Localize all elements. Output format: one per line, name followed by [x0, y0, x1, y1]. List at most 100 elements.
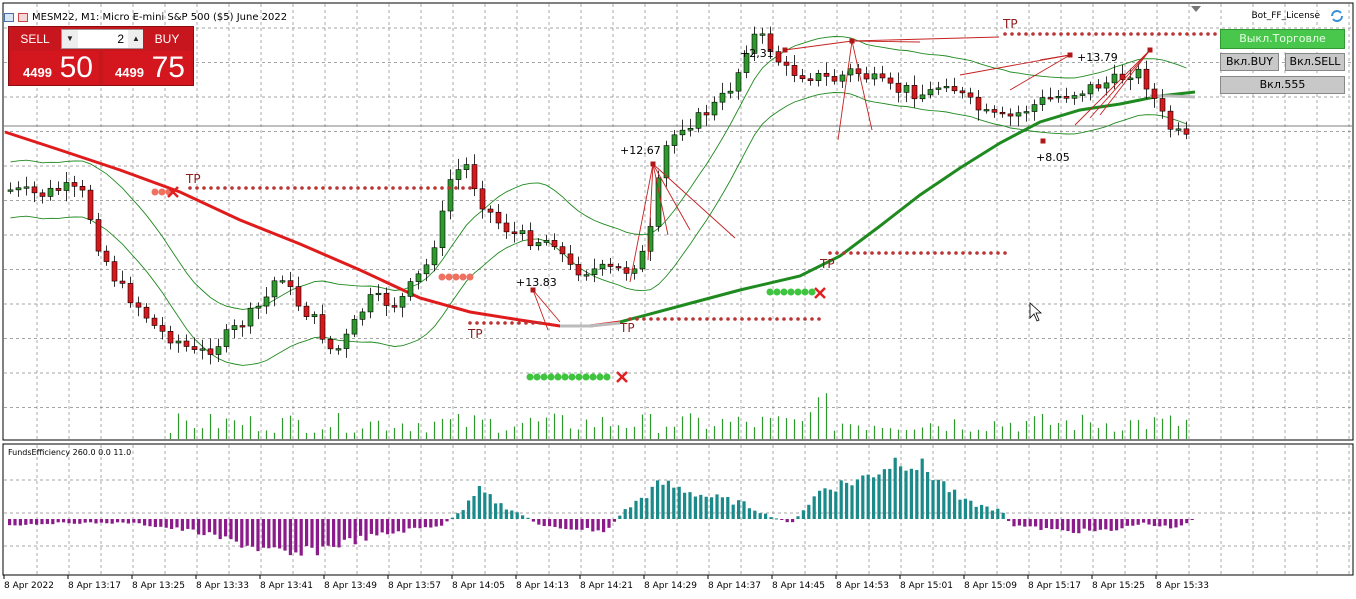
histogram-bar: [899, 466, 903, 519]
toggle-555-button[interactable]: Вкл.555: [1220, 76, 1345, 94]
buy-price-small: 4499: [115, 65, 144, 80]
histogram-bar: [710, 497, 714, 519]
histogram-bar: [807, 504, 811, 519]
histogram-bar: [234, 519, 238, 542]
histogram-bar: [391, 519, 395, 534]
collapse-triangle-icon[interactable]: [1191, 6, 1201, 12]
profit-label: +12.67: [620, 144, 661, 157]
tp-dot: [782, 317, 786, 321]
trade-link: [1089, 49, 1151, 119]
histogram-bar: [623, 509, 627, 519]
histogram-bar: [980, 504, 984, 519]
trade-anchor: [1040, 138, 1046, 144]
histogram-bar: [1190, 519, 1194, 520]
candle-body: [567, 253, 574, 265]
histogram-bar: [245, 519, 249, 546]
candle-body: [119, 280, 126, 284]
tp-dot: [863, 251, 867, 255]
tp-dot: [440, 186, 444, 190]
histogram-bar: [699, 494, 703, 519]
histogram-bar: [62, 519, 66, 523]
tp-dot: [461, 186, 465, 190]
candle-body: [23, 186, 30, 189]
candle-body: [623, 267, 630, 274]
buy-toggle-button[interactable]: Вкл.BUY: [1220, 53, 1279, 71]
candle-body: [751, 33, 758, 54]
sell-button[interactable]: SELL: [11, 29, 59, 49]
histogram-bar: [148, 519, 152, 527]
candle-body: [207, 348, 214, 355]
histogram-bar: [866, 474, 870, 519]
tp-dot: [300, 186, 304, 190]
lot-size-stepper[interactable]: ▼ ▲: [61, 29, 145, 49]
tp-dot: [265, 186, 269, 190]
tp-dot: [933, 251, 937, 255]
histogram-bar: [947, 492, 951, 519]
histogram-bar: [402, 519, 406, 533]
histogram-bar: [207, 519, 211, 533]
histogram-bar: [769, 517, 773, 519]
trade-link: [837, 40, 853, 141]
histogram-bar: [920, 458, 924, 519]
candle-body: [1175, 128, 1182, 131]
histogram-bar: [321, 519, 325, 547]
histogram-bar: [877, 474, 881, 519]
tp-dot: [363, 186, 367, 190]
histogram-bar: [116, 519, 120, 523]
histogram-bar: [510, 510, 514, 519]
tp-dot: [419, 186, 423, 190]
candle-body: [143, 306, 150, 319]
histogram-bar: [774, 518, 778, 520]
candle-body: [479, 188, 486, 210]
time-axis-label: 8 Apr 14:21: [580, 581, 633, 591]
tp-dot: [828, 251, 832, 255]
histogram-bar: [1034, 519, 1038, 527]
tp-dot: [1143, 32, 1147, 36]
candle-body: [607, 263, 614, 267]
histogram-bar: [585, 519, 589, 528]
close-cross-icon: [814, 287, 826, 299]
histogram-bar: [89, 519, 93, 523]
candle-body: [255, 305, 262, 309]
histogram-bar: [440, 519, 444, 526]
histogram-bar: [450, 517, 454, 519]
histogram-bar: [531, 519, 535, 522]
candle-body: [1007, 113, 1014, 117]
tp-dot: [230, 186, 234, 190]
tp-dot: [1213, 32, 1217, 36]
candle-body: [615, 266, 622, 269]
histogram-bar: [936, 479, 940, 519]
histogram-bar: [612, 519, 616, 522]
tp-dot: [356, 186, 360, 190]
sell-toggle-button[interactable]: Вкл.SELL: [1285, 53, 1345, 71]
lot-decrease-icon[interactable]: ▼: [62, 30, 78, 48]
lot-increase-icon[interactable]: ▲: [128, 30, 144, 48]
buy-button[interactable]: BUY: [143, 29, 191, 49]
histogram-bar: [434, 519, 438, 527]
histogram-bar: [256, 519, 260, 552]
trade-link: [652, 163, 669, 236]
histogram-bar: [1088, 519, 1092, 531]
tp-dot: [1150, 32, 1154, 36]
sell-price-display[interactable]: 4499 50: [11, 51, 99, 85]
lot-size-input[interactable]: [78, 30, 128, 48]
buy-price-display[interactable]: 4499 75: [103, 51, 191, 85]
histogram-bar: [818, 490, 822, 519]
histogram-bar: [170, 519, 174, 529]
candle-body: [1087, 84, 1094, 95]
trade-window-icon[interactable]: [18, 12, 28, 22]
candle-body: [95, 219, 102, 252]
trading-toggle-button[interactable]: Выкл.Торговле: [1220, 29, 1345, 49]
tp-dot: [510, 321, 514, 325]
candle-body: [271, 280, 278, 298]
histogram-bar: [35, 519, 39, 525]
histogram-bar: [558, 519, 562, 529]
histogram-bar: [8, 519, 12, 526]
histogram-bar: [1077, 519, 1081, 534]
chart-window-icon[interactable]: [4, 12, 14, 22]
candle-body: [1167, 110, 1174, 130]
entry-dot: [533, 373, 541, 381]
tp-dot: [796, 317, 800, 321]
histogram-bar: [272, 519, 276, 548]
